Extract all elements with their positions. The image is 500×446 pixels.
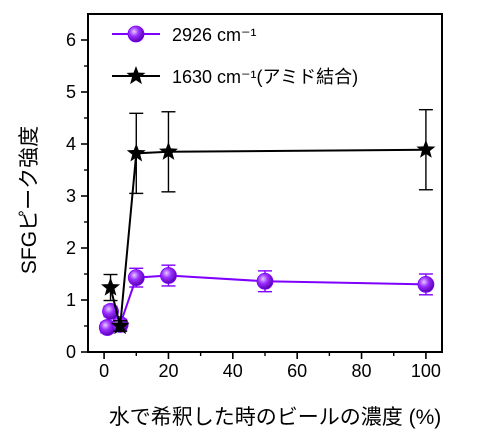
x-tick-label: 20	[158, 361, 178, 381]
y-tick-label: 5	[66, 82, 76, 102]
data-point	[127, 269, 145, 287]
y-tick-label: 3	[66, 186, 76, 206]
data-point	[416, 139, 436, 158]
x-tick-label: 0	[99, 361, 109, 381]
series-1	[101, 108, 436, 335]
plot-frame	[87, 13, 443, 353]
legend-label: 2926 cm⁻¹	[172, 25, 257, 45]
legend-marker	[126, 66, 146, 85]
data-point	[256, 272, 274, 290]
legend-entry-0: 2926 cm⁻¹	[112, 25, 257, 45]
data-point	[126, 143, 146, 162]
data-point	[417, 275, 435, 293]
x-axis-label: 水で希釈した時のビールの濃度 (%)	[109, 406, 442, 429]
x-tick-label: 100	[411, 361, 441, 381]
data-point	[101, 277, 121, 296]
series-0	[98, 264, 435, 336]
x-tick-label: 40	[223, 361, 243, 381]
x-tick-label: 60	[287, 361, 307, 381]
data-point	[158, 141, 178, 160]
legend-marker	[127, 25, 145, 43]
series-line	[109, 148, 426, 327]
legend-label: 1630 cm⁻¹(アミド結合)	[172, 67, 358, 87]
y-tick-label: 1	[66, 290, 76, 310]
y-tick-label: 0	[66, 342, 76, 362]
data-point	[160, 267, 177, 284]
y-tick-label: 2	[66, 238, 76, 258]
y-axis-label: SFGピーク強度	[18, 126, 41, 274]
data-point	[110, 316, 130, 335]
y-tick-label: 6	[66, 30, 76, 50]
y-tick-label: 4	[66, 134, 76, 154]
legend-entry-1: 1630 cm⁻¹(アミド結合)	[112, 66, 358, 87]
x-tick-label: 80	[352, 361, 372, 381]
